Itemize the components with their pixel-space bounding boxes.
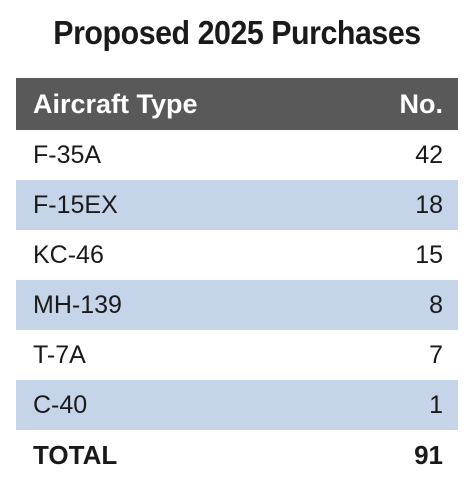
- table-title: Proposed 2025 Purchases: [53, 14, 421, 51]
- count-cell: 1: [429, 390, 443, 419]
- table-row: C-40 1: [16, 380, 458, 430]
- total-label: TOTAL: [33, 439, 118, 470]
- count-cell: 18: [415, 190, 443, 219]
- aircraft-type-cell: C-40: [33, 390, 88, 419]
- aircraft-type-cell: MH-139: [33, 290, 122, 319]
- aircraft-type-cell: F-15EX: [33, 190, 118, 219]
- table-row: KC-46 15: [16, 230, 458, 280]
- table-row: F-15EX 18: [16, 180, 458, 230]
- total-count: 91: [414, 439, 443, 470]
- table-row: MH-139 8: [16, 280, 458, 330]
- purchases-table: Aircraft Type No. F-35A 42 F-15EX 18 KC-…: [16, 78, 458, 480]
- column-header-count: No.: [399, 88, 444, 119]
- table-row: T-7A 7: [16, 330, 458, 380]
- count-cell: 42: [415, 140, 443, 169]
- count-cell: 8: [429, 290, 443, 319]
- count-cell: 15: [415, 240, 443, 269]
- table-row: F-35A 42: [16, 130, 458, 180]
- aircraft-type-cell: T-7A: [33, 340, 86, 369]
- table-header-row: Aircraft Type No.: [16, 78, 458, 130]
- aircraft-type-cell: F-35A: [33, 140, 102, 169]
- column-header-aircraft-type: Aircraft Type: [33, 88, 198, 119]
- table-total-row: TOTAL 91: [16, 430, 458, 480]
- aircraft-type-cell: KC-46: [33, 240, 104, 269]
- count-cell: 7: [429, 340, 443, 369]
